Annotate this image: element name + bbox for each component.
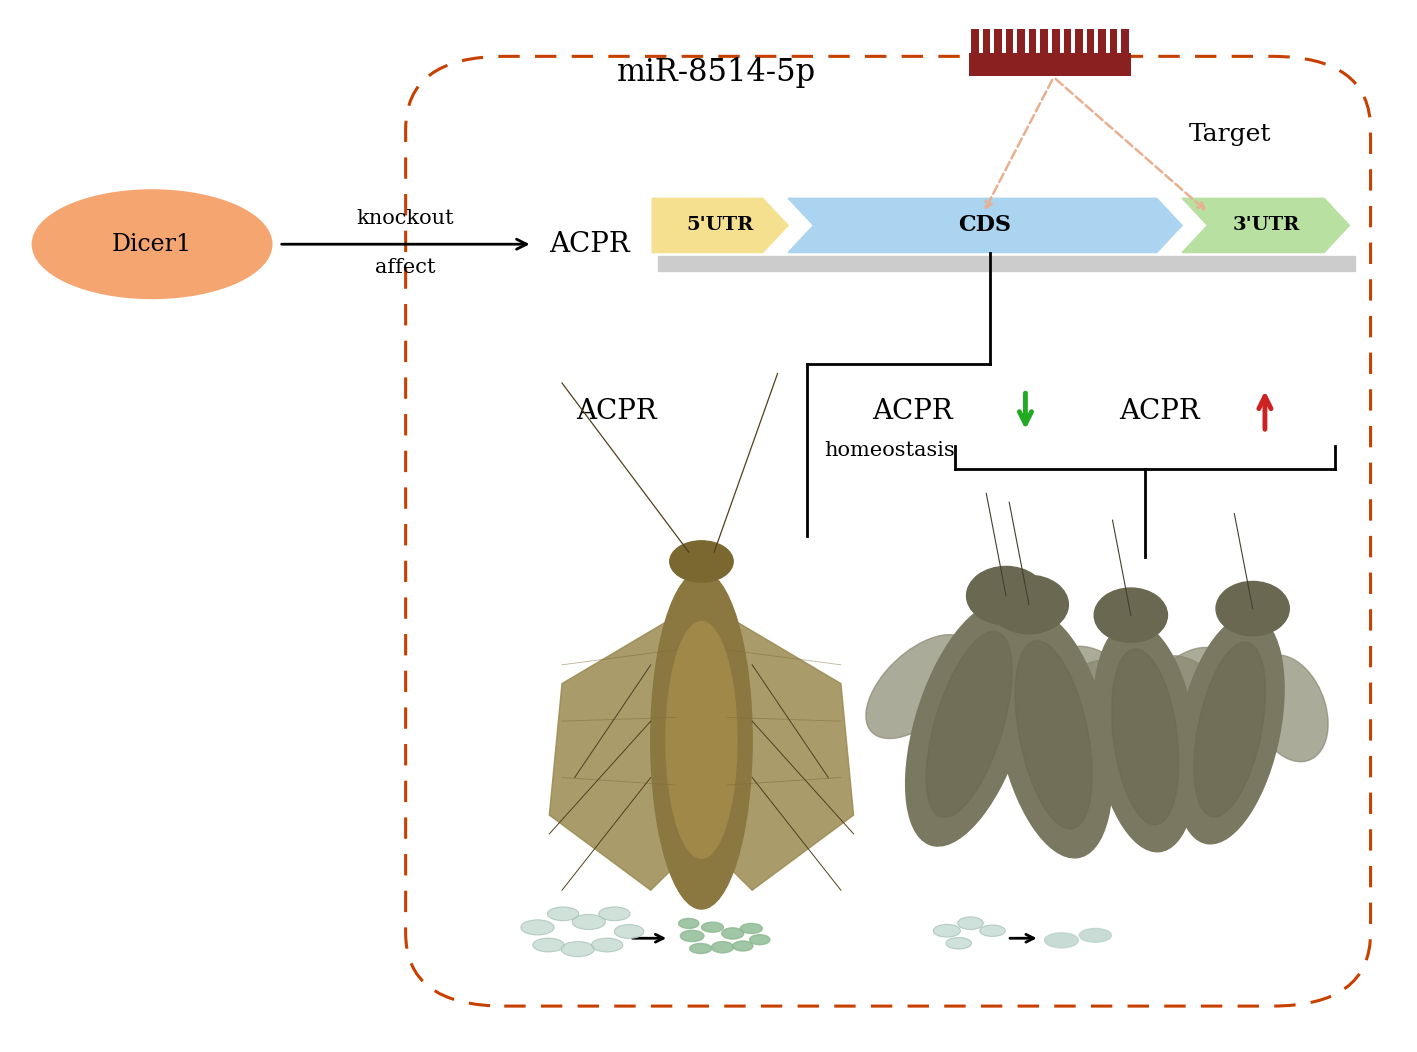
Polygon shape bbox=[1182, 198, 1349, 252]
Ellipse shape bbox=[750, 934, 769, 945]
Text: homeostasis: homeostasis bbox=[825, 442, 955, 461]
Ellipse shape bbox=[615, 925, 643, 938]
Text: ACPR: ACPR bbox=[550, 230, 631, 258]
Ellipse shape bbox=[650, 571, 752, 909]
Text: CDS: CDS bbox=[959, 215, 1012, 237]
Text: ACPR: ACPR bbox=[577, 398, 657, 425]
Bar bbox=[1121, 29, 1129, 55]
Ellipse shape bbox=[995, 611, 1112, 857]
Ellipse shape bbox=[711, 942, 734, 953]
Text: 3'UTR: 3'UTR bbox=[1233, 217, 1299, 235]
Ellipse shape bbox=[1015, 641, 1093, 829]
Bar bbox=[1076, 29, 1083, 55]
Ellipse shape bbox=[547, 907, 578, 920]
Bar bbox=[969, 54, 1131, 76]
Ellipse shape bbox=[533, 938, 564, 952]
Bar bbox=[982, 29, 990, 55]
Text: 5'UTR: 5'UTR bbox=[686, 217, 754, 235]
Ellipse shape bbox=[701, 923, 724, 932]
Ellipse shape bbox=[1152, 655, 1243, 756]
Polygon shape bbox=[788, 198, 1182, 252]
Ellipse shape bbox=[1047, 661, 1128, 766]
Ellipse shape bbox=[927, 631, 1012, 817]
Ellipse shape bbox=[591, 938, 622, 952]
Ellipse shape bbox=[721, 928, 744, 939]
Bar bbox=[1029, 29, 1036, 55]
Ellipse shape bbox=[733, 940, 752, 951]
Ellipse shape bbox=[995, 647, 1076, 763]
Ellipse shape bbox=[1134, 647, 1227, 747]
FancyBboxPatch shape bbox=[405, 57, 1370, 1006]
Polygon shape bbox=[550, 608, 689, 890]
Ellipse shape bbox=[33, 190, 272, 299]
Ellipse shape bbox=[521, 919, 554, 935]
Bar bbox=[1087, 29, 1094, 55]
Ellipse shape bbox=[934, 925, 961, 937]
Ellipse shape bbox=[866, 634, 973, 739]
Ellipse shape bbox=[1175, 615, 1284, 844]
Ellipse shape bbox=[1080, 929, 1111, 943]
Ellipse shape bbox=[966, 566, 1046, 625]
Ellipse shape bbox=[1216, 582, 1289, 635]
Ellipse shape bbox=[1044, 933, 1078, 948]
Bar bbox=[995, 29, 1002, 55]
Polygon shape bbox=[714, 608, 853, 890]
Ellipse shape bbox=[740, 924, 762, 933]
Ellipse shape bbox=[958, 917, 983, 930]
Ellipse shape bbox=[905, 603, 1033, 846]
Text: knockout: knockout bbox=[357, 208, 455, 227]
Ellipse shape bbox=[948, 654, 1032, 769]
Ellipse shape bbox=[670, 541, 733, 582]
Text: miR-8514-5p: miR-8514-5p bbox=[616, 57, 816, 87]
Bar bbox=[971, 29, 979, 55]
Ellipse shape bbox=[1094, 622, 1197, 852]
Polygon shape bbox=[652, 198, 788, 252]
Bar bbox=[1064, 29, 1071, 55]
Bar bbox=[1051, 29, 1060, 55]
Ellipse shape bbox=[1056, 646, 1158, 753]
Text: Target: Target bbox=[1189, 123, 1271, 146]
Ellipse shape bbox=[680, 930, 704, 942]
Ellipse shape bbox=[599, 907, 631, 920]
Ellipse shape bbox=[690, 944, 711, 953]
Ellipse shape bbox=[947, 937, 972, 949]
Bar bbox=[1017, 29, 1024, 55]
Ellipse shape bbox=[1094, 588, 1168, 643]
Ellipse shape bbox=[679, 918, 699, 929]
Text: Dicer1: Dicer1 bbox=[112, 232, 193, 256]
Text: ACPR: ACPR bbox=[873, 398, 954, 425]
Ellipse shape bbox=[979, 925, 1005, 936]
Ellipse shape bbox=[989, 575, 1068, 633]
Text: affect: affect bbox=[376, 258, 436, 277]
Bar bbox=[657, 256, 1355, 271]
Ellipse shape bbox=[561, 942, 594, 956]
Ellipse shape bbox=[1250, 655, 1328, 762]
Ellipse shape bbox=[666, 622, 737, 858]
Bar bbox=[1040, 29, 1049, 55]
Text: ACPR: ACPR bbox=[1119, 398, 1200, 425]
Ellipse shape bbox=[1111, 649, 1179, 825]
Bar bbox=[1098, 29, 1105, 55]
Bar bbox=[1006, 29, 1013, 55]
Ellipse shape bbox=[572, 914, 605, 929]
Bar bbox=[1110, 29, 1118, 55]
Ellipse shape bbox=[1195, 642, 1265, 817]
